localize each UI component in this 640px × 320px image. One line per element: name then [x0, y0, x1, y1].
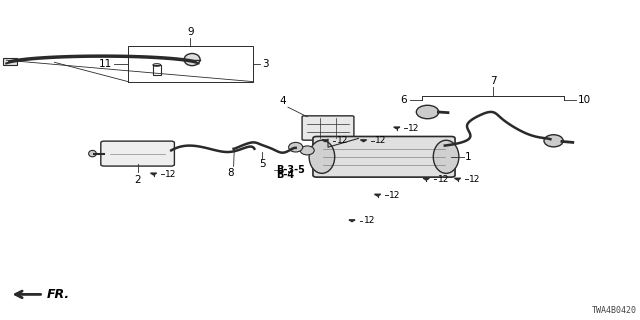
Text: 12: 12: [165, 170, 177, 179]
Polygon shape: [322, 140, 328, 142]
Text: 2: 2: [134, 175, 141, 185]
Polygon shape: [394, 127, 400, 129]
Text: 12: 12: [469, 175, 481, 184]
Ellipse shape: [289, 142, 303, 152]
FancyBboxPatch shape: [313, 136, 455, 177]
Polygon shape: [150, 173, 157, 175]
Text: FR.: FR.: [47, 288, 70, 301]
Ellipse shape: [184, 53, 200, 66]
Polygon shape: [349, 220, 355, 222]
Text: 12: 12: [337, 136, 348, 145]
Text: 6: 6: [401, 95, 407, 105]
Polygon shape: [374, 194, 381, 196]
Polygon shape: [423, 178, 429, 180]
Text: B-4: B-4: [276, 170, 294, 180]
Ellipse shape: [300, 146, 314, 155]
Text: 12: 12: [438, 175, 449, 184]
Text: TWA4B0420: TWA4B0420: [592, 306, 637, 315]
Text: 12: 12: [364, 216, 375, 225]
Text: 12: 12: [375, 136, 387, 145]
FancyBboxPatch shape: [302, 116, 354, 140]
Ellipse shape: [417, 105, 439, 119]
Text: 7: 7: [490, 76, 497, 86]
Polygon shape: [454, 178, 461, 180]
Polygon shape: [360, 140, 367, 142]
Bar: [153, 65, 161, 75]
Text: 5: 5: [259, 159, 266, 169]
Text: 1: 1: [465, 152, 472, 162]
Text: 3: 3: [262, 59, 269, 69]
Text: 9: 9: [187, 28, 194, 37]
Ellipse shape: [433, 140, 459, 173]
Text: 4: 4: [280, 96, 286, 106]
FancyBboxPatch shape: [101, 141, 174, 166]
Ellipse shape: [89, 150, 97, 157]
Ellipse shape: [309, 140, 335, 173]
Text: 8: 8: [227, 168, 234, 178]
Text: 12: 12: [408, 124, 420, 132]
Text: 11: 11: [99, 59, 112, 69]
Text: B-3-5: B-3-5: [276, 164, 305, 175]
Text: 12: 12: [389, 191, 401, 200]
Ellipse shape: [544, 135, 563, 147]
Text: 10: 10: [578, 95, 591, 105]
Bar: [3, 58, 17, 65]
